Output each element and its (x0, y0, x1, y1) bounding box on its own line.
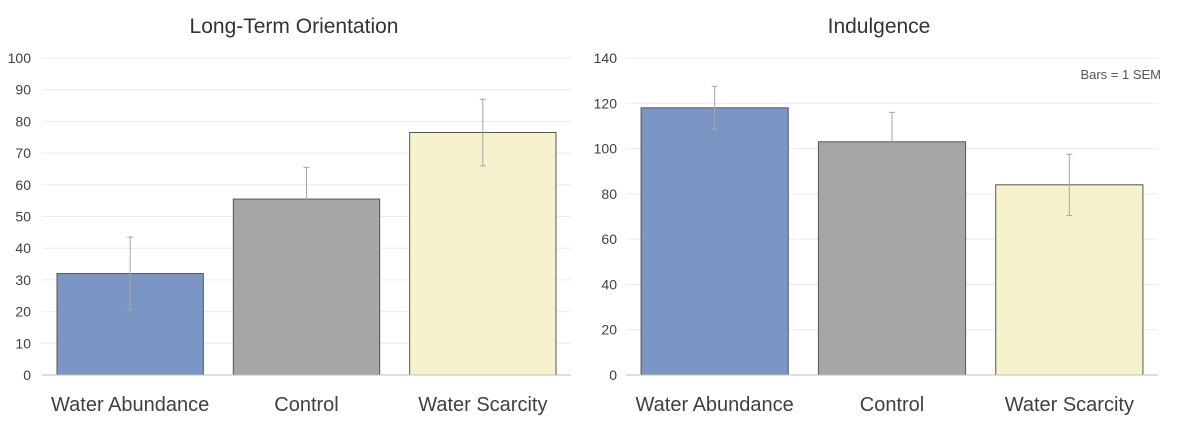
y-tick-label: 60 (601, 231, 617, 247)
y-tick-label: 140 (594, 50, 618, 66)
y-tick-label: 0 (609, 367, 617, 383)
x-category-label: Water Scarcity (418, 394, 547, 416)
x-category-label: Water Scarcity (1005, 394, 1134, 416)
y-tick-label: 20 (15, 304, 31, 320)
sem-note: Bars = 1 SEM (1080, 67, 1161, 82)
bar-water-scarcity (995, 184, 1144, 376)
y-tick-label: 10 (15, 335, 31, 351)
y-tick-label: 100 (8, 50, 32, 66)
y-tick-label: 60 (15, 177, 31, 193)
chart-title: Indulgence (828, 15, 931, 38)
y-tick-label: 80 (601, 186, 617, 202)
y-tick-label: 40 (15, 240, 31, 256)
y-tick-label: 0 (23, 367, 31, 383)
y-tick-label: 80 (15, 113, 31, 129)
y-tick-label: 30 (15, 272, 31, 288)
y-tick-label: 70 (15, 145, 31, 161)
y-tick-label: 20 (601, 322, 617, 338)
y-tick-label: 50 (15, 209, 31, 225)
x-category-label: Water Abundance (636, 394, 794, 416)
y-tick-label: 100 (594, 141, 618, 157)
chart-title: Long-Term Orientation (190, 15, 399, 38)
y-tick-label: 120 (594, 95, 618, 111)
bar-water-abundance (640, 107, 789, 376)
bar-control (817, 141, 967, 376)
x-category-label: Control (274, 394, 338, 416)
bar-water-scarcity (409, 131, 557, 376)
y-tick-label: 90 (15, 82, 31, 98)
y-tick-label: 40 (601, 276, 617, 292)
x-category-label: Water Abundance (51, 394, 209, 416)
x-category-label: Control (860, 394, 924, 416)
